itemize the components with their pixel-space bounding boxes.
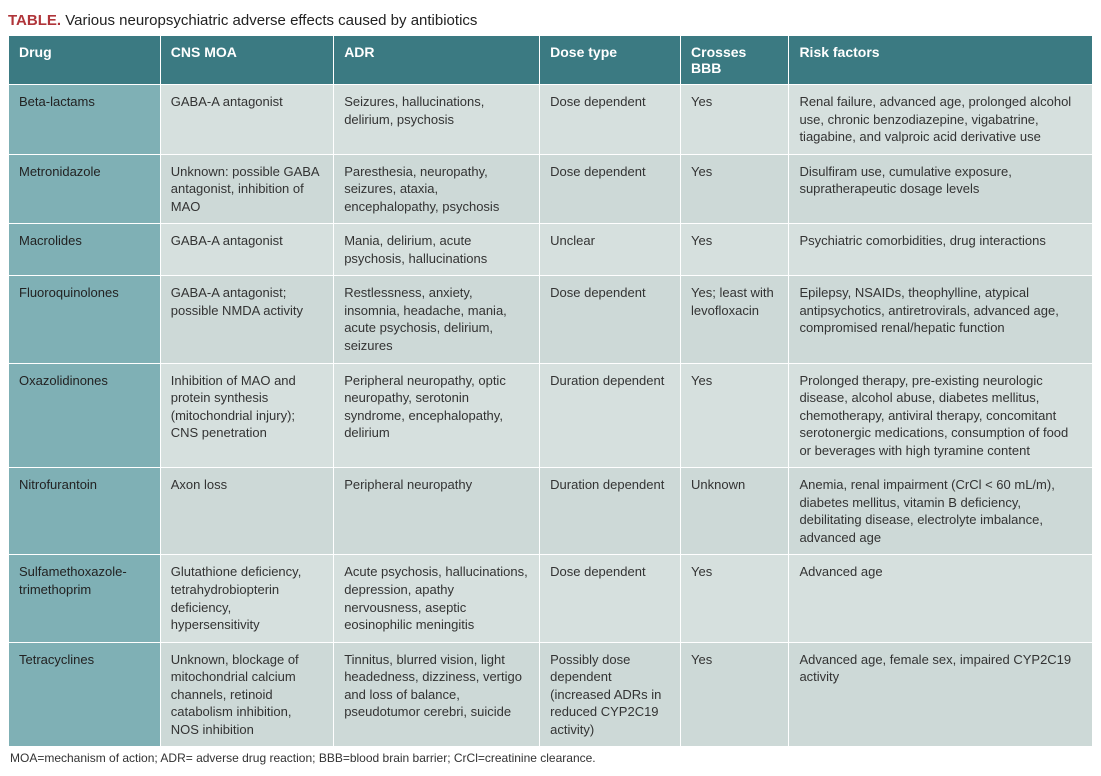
table-head: DrugCNS MOAADRDose typeCrosses BBBRisk f… — [9, 36, 1093, 85]
table-title-label: TABLE. — [8, 12, 61, 29]
cell-dose_type: Dose dependent — [540, 276, 681, 363]
cell-dose_type: Possibly dose dependent (increased ADRs … — [540, 642, 681, 747]
cell-risk_factors: Advanced age — [789, 555, 1093, 642]
cell-risk_factors: Advanced age, female sex, impaired CYP2C… — [789, 642, 1093, 747]
cell-cns_moa: Glutathione deficiency, tetrahydrobiopte… — [160, 555, 333, 642]
cell-crosses_bbb: Yes; least with levofloxacin — [681, 276, 789, 363]
col-header-drug: Drug — [9, 36, 161, 85]
cell-crosses_bbb: Yes — [681, 224, 789, 276]
cell-cns_moa: Axon loss — [160, 468, 333, 555]
cell-risk_factors: Prolonged therapy, pre-existing neurolog… — [789, 363, 1093, 468]
table-row: FluoroquinolonesGABA-A antagonist; possi… — [9, 276, 1093, 363]
adverse-effects-table: DrugCNS MOAADRDose typeCrosses BBBRisk f… — [8, 35, 1093, 747]
table-header-row: DrugCNS MOAADRDose typeCrosses BBBRisk f… — [9, 36, 1093, 85]
cell-drug: Tetracyclines — [9, 642, 161, 747]
table-row: Beta-lactamsGABA-A antagonistSeizures, h… — [9, 85, 1093, 155]
cell-crosses_bbb: Yes — [681, 363, 789, 468]
cell-cns_moa: Unknown, blockage of mitochondrial calci… — [160, 642, 333, 747]
table-title: TABLE. Various neuropsychiatric adverse … — [8, 8, 1093, 35]
table-title-text: Various neuropsychiatric adverse effects… — [65, 12, 477, 29]
table-row: MacrolidesGABA-A antagonistMania, deliri… — [9, 224, 1093, 276]
cell-dose_type: Dose dependent — [540, 555, 681, 642]
cell-dose_type: Unclear — [540, 224, 681, 276]
cell-adr: Tinnitus, blurred vision, light headedne… — [334, 642, 540, 747]
cell-crosses_bbb: Yes — [681, 555, 789, 642]
table-footnote: MOA=mechanism of action; ADR= adverse dr… — [8, 747, 1093, 765]
cell-crosses_bbb: Yes — [681, 642, 789, 747]
table-body: Beta-lactamsGABA-A antagonistSeizures, h… — [9, 85, 1093, 747]
cell-dose_type: Duration dependent — [540, 468, 681, 555]
cell-crosses_bbb: Unknown — [681, 468, 789, 555]
cell-drug: Metronidazole — [9, 154, 161, 224]
table-row: MetronidazoleUnknown: possible GABA anta… — [9, 154, 1093, 224]
cell-risk_factors: Psychiatric comorbidities, drug interact… — [789, 224, 1093, 276]
cell-risk_factors: Anemia, renal impairment (CrCl < 60 mL/m… — [789, 468, 1093, 555]
col-header-adr: ADR — [334, 36, 540, 85]
cell-cns_moa: Inhibition of MAO and protein synthesis … — [160, 363, 333, 468]
cell-drug: Fluoroquinolones — [9, 276, 161, 363]
cell-adr: Paresthesia, neuropathy, seizures, ataxi… — [334, 154, 540, 224]
cell-drug: Nitrofurantoin — [9, 468, 161, 555]
cell-cns_moa: GABA-A antagonist — [160, 224, 333, 276]
cell-risk_factors: Renal failure, advanced age, prolonged a… — [789, 85, 1093, 155]
cell-dose_type: Dose dependent — [540, 85, 681, 155]
table-row: OxazolidinonesInhibition of MAO and prot… — [9, 363, 1093, 468]
cell-risk_factors: Epilepsy, NSAIDs, theophylline, atypical… — [789, 276, 1093, 363]
cell-adr: Mania, delirium, acute psychosis, halluc… — [334, 224, 540, 276]
table-row: TetracyclinesUnknown, blockage of mitoch… — [9, 642, 1093, 747]
col-header-cns_moa: CNS MOA — [160, 36, 333, 85]
cell-adr: Peripheral neuropathy — [334, 468, 540, 555]
cell-drug: Macrolides — [9, 224, 161, 276]
col-header-dose_type: Dose type — [540, 36, 681, 85]
cell-adr: Peripheral neuropathy, optic neuropathy,… — [334, 363, 540, 468]
cell-adr: Acute psychosis, hallucinations, depress… — [334, 555, 540, 642]
cell-cns_moa: GABA-A antagonist; possible NMDA activit… — [160, 276, 333, 363]
cell-crosses_bbb: Yes — [681, 154, 789, 224]
cell-adr: Restlessness, anxiety, insomnia, headach… — [334, 276, 540, 363]
cell-dose_type: Duration dependent — [540, 363, 681, 468]
table-row: Sulfamethoxazole-trimethoprimGlutathione… — [9, 555, 1093, 642]
cell-drug: Sulfamethoxazole-trimethoprim — [9, 555, 161, 642]
cell-dose_type: Dose dependent — [540, 154, 681, 224]
cell-adr: Seizures, hallucinations, delirium, psyc… — [334, 85, 540, 155]
col-header-risk_factors: Risk factors — [789, 36, 1093, 85]
table-row: NitrofurantoinAxon lossPeripheral neurop… — [9, 468, 1093, 555]
cell-risk_factors: Disulfiram use, cumulative exposure, sup… — [789, 154, 1093, 224]
cell-cns_moa: GABA-A antagonist — [160, 85, 333, 155]
cell-drug: Beta-lactams — [9, 85, 161, 155]
cell-cns_moa: Unknown: possible GABA antagonist, inhib… — [160, 154, 333, 224]
col-header-crosses_bbb: Crosses BBB — [681, 36, 789, 85]
cell-drug: Oxazolidinones — [9, 363, 161, 468]
cell-crosses_bbb: Yes — [681, 85, 789, 155]
